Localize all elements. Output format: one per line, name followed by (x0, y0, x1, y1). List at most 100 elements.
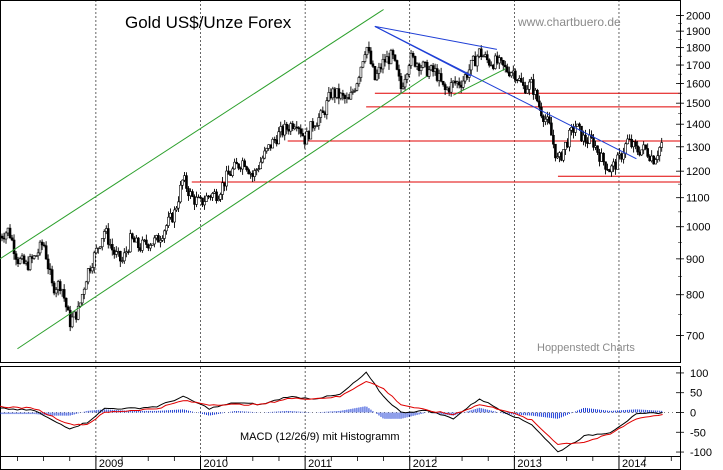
x-tick-label: 2013 (517, 458, 541, 470)
price-bar-body (173, 209, 176, 223)
price-bar-body (10, 237, 14, 241)
price-bar-body (110, 244, 114, 251)
price-bar-body (76, 305, 80, 320)
price-bar-body (253, 170, 256, 177)
price-bar-body (395, 60, 399, 70)
price-bar-body (269, 144, 272, 149)
price-bar-body (554, 143, 557, 159)
price-bar-body (117, 250, 120, 253)
price-bar-body (14, 253, 18, 260)
price-bar-body (524, 85, 527, 94)
price-bar-body (321, 110, 325, 113)
price-bar-body (257, 168, 260, 170)
price-bar-body (363, 54, 367, 62)
price-bar-body (439, 73, 443, 82)
price-bar-body (463, 74, 467, 82)
price-bar-body (167, 216, 170, 226)
price-bar-body (311, 121, 315, 129)
price-bar-body (133, 237, 136, 243)
price-bar-body (289, 123, 293, 132)
price-bar-body (596, 145, 599, 153)
price-bar-body (255, 169, 258, 171)
macd-y-tick-label: -100 (690, 447, 712, 459)
price-bar-body (503, 64, 507, 68)
price-bar-body (299, 128, 303, 134)
price-bar-body (427, 69, 431, 77)
price-bar-body (604, 161, 607, 170)
price-bar-body (74, 311, 78, 320)
price-bar-body (429, 65, 433, 71)
price-bar-body (60, 289, 64, 292)
price-bar-body (261, 157, 264, 163)
price-bar-body (293, 126, 297, 130)
trend-line (17, 75, 428, 350)
price-bar-body (534, 89, 537, 95)
price-panel-frame (0, 0, 681, 363)
price-bar-body (397, 69, 401, 77)
price-bar-body (514, 70, 517, 81)
price-bar-body (46, 258, 50, 270)
price-bar-body (307, 131, 311, 140)
x-tick-label: 2014 (622, 458, 646, 470)
price-bar-body (263, 150, 266, 159)
price-bar-body (365, 47, 369, 56)
price-bar-body (171, 213, 174, 223)
price-bar-body (411, 53, 415, 57)
price-bar-body (121, 260, 124, 262)
price-bar-body (497, 57, 501, 64)
price-bar-body (279, 126, 283, 133)
macd-series-line (0, 371, 663, 453)
price-bar-body (30, 256, 34, 259)
price-bar-body (149, 245, 152, 249)
price-bar-body (491, 64, 495, 69)
price-bar-body (341, 92, 345, 96)
price-bar-body (367, 47, 371, 52)
price-bar-body (42, 244, 46, 247)
price-bar-body (209, 195, 212, 198)
price-bar-body (512, 70, 515, 74)
price-bar-body (143, 239, 146, 242)
price-bar-body (481, 55, 485, 58)
macd-y-tick-label: 0 (690, 407, 696, 419)
price-bar-body (576, 123, 579, 127)
price-bar-body (584, 134, 587, 143)
macd-y-tick-label: 100 (690, 368, 708, 380)
price-bar-body (405, 73, 409, 80)
price-bar-body (78, 302, 82, 307)
price-bar-body (381, 59, 385, 70)
price-bar-body (433, 68, 437, 72)
price-bar-body (483, 54, 487, 57)
price-bar-body (195, 196, 198, 205)
price-bar-body (127, 251, 130, 253)
price-bar-body (652, 155, 655, 165)
price-bar-body (574, 126, 577, 133)
price-bar-body (522, 81, 525, 86)
price-bar-body (141, 239, 144, 251)
price-bar-body (355, 83, 359, 91)
price-bar-body (495, 55, 499, 64)
price-bar-body (291, 123, 295, 130)
price-bar-body (265, 148, 268, 152)
price-bar-body (477, 48, 481, 57)
price-bar-body (560, 152, 563, 161)
price-bar-body (104, 228, 108, 232)
price-bar-body (345, 97, 349, 99)
price-bar-body (32, 255, 36, 259)
price-bar-body (425, 62, 429, 77)
price-bar-body (343, 95, 347, 99)
price-bar-body (48, 268, 52, 270)
price-bar-body (530, 79, 533, 83)
price-bar-body (419, 67, 423, 71)
price-bar-body (112, 249, 116, 255)
price-bar-body (455, 81, 459, 84)
price-bar-body (305, 131, 309, 145)
price-bar-body (387, 56, 391, 65)
price-bar-body (301, 133, 305, 137)
price-bar-body (644, 144, 647, 149)
price-bar-body (528, 81, 531, 90)
watermark: www.chartbuero.de (517, 15, 621, 29)
price-bar-body (566, 141, 569, 148)
price-bar-body (606, 169, 609, 171)
price-bar-body (267, 144, 270, 149)
